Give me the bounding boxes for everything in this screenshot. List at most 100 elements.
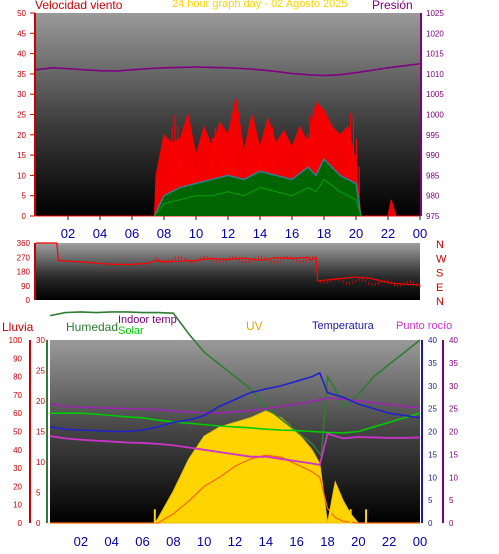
rain-tick-label: 20 — [13, 482, 22, 491]
dewpoint-tick-label: 0 — [449, 519, 454, 528]
rain-tick-label: 80 — [13, 373, 22, 382]
uv-area — [50, 410, 360, 524]
wind-left-tick-label: 40 — [17, 50, 26, 59]
wind-x-tick-label: 14 — [253, 226, 267, 241]
pressure-right-tick-label: 1015 — [426, 50, 444, 59]
temp-x-tick-label: 12 — [228, 534, 242, 549]
dewpoint-tick-label: 15 — [449, 450, 458, 459]
legend-uv: UV — [246, 319, 263, 333]
pressure-right-tick-label: 980 — [426, 192, 440, 201]
wind-low-line — [154, 178, 362, 217]
pressure-right-tick-label: 1005 — [426, 90, 444, 99]
rain-tick-label: 90 — [13, 354, 22, 363]
wind-x-tick-label: 12 — [221, 226, 235, 241]
wind-left-tick-label: 0 — [22, 212, 27, 221]
wind-left-tick-label: 35 — [17, 70, 26, 79]
rain-tick-label: 0 — [18, 519, 23, 528]
rain-tick-label: 10 — [13, 501, 22, 510]
pressure-right-tick-label: 990 — [426, 151, 440, 160]
wind-gust-line — [153, 157, 362, 217]
humidity-tick-label: 25 — [36, 367, 45, 376]
wind-x-tick-label: 02 — [61, 226, 75, 241]
temp-tick-label: 30 — [428, 382, 437, 391]
temp-x-tick-label: 16 — [289, 534, 303, 549]
direction-compass-label: S — [436, 268, 443, 280]
humidity-tick-label: 10 — [36, 458, 45, 467]
legend-humidity: Humedad — [66, 320, 119, 334]
legend-dewpoint: Punto rocío — [396, 320, 453, 332]
wind-left-tick-label: 45 — [17, 29, 26, 38]
wind-left-tick-label: 10 — [17, 171, 26, 180]
wind-x-tick-label: 00 — [413, 226, 427, 241]
temp-x-tick-label: 18 — [320, 534, 334, 549]
wind-x-tick-label: 20 — [349, 226, 363, 241]
pressure-right-tick-label: 985 — [426, 171, 440, 180]
direction-panel-bg — [36, 243, 420, 300]
wind-x-tick-label: 06 — [125, 226, 139, 241]
temp-x-tick-label: 06 — [135, 534, 149, 549]
wind-left-tick-label: 25 — [17, 111, 26, 120]
direction-tick-label: 90 — [21, 282, 30, 291]
rain-tick-label: 50 — [13, 428, 22, 437]
temp-x-tick-label: 00 — [413, 534, 427, 549]
humidity-tick-label: 5 — [36, 489, 41, 498]
direction-tick-label: 180 — [17, 268, 31, 277]
direction-compass-label: N — [436, 296, 444, 308]
legend-solar: Solar — [118, 325, 144, 337]
direction-tick-label: 270 — [17, 253, 31, 262]
temp-x-tick-label: 20 — [351, 534, 365, 549]
temp-tick-label: 40 — [428, 336, 437, 345]
wind-x-tick-label: 18 — [317, 226, 331, 241]
dewpoint-tick-label: 40 — [449, 336, 458, 345]
humidity-tick-label: 15 — [36, 428, 45, 437]
rain-tick-label: 100 — [9, 336, 23, 345]
temp-x-tick-label: 22 — [382, 534, 396, 549]
dewpoint-tick-label: 30 — [449, 382, 458, 391]
pressure-right-tick-label: 1000 — [426, 111, 444, 120]
pressure-right-tick-label: 1025 — [426, 9, 444, 18]
indoor-temp-line — [49, 397, 421, 415]
wind-x-tick-label: 22 — [381, 226, 395, 241]
rain-tick-label: 70 — [13, 391, 22, 400]
temp-x-tick-label: 08 — [166, 534, 180, 549]
temp-tick-label: 10 — [428, 473, 437, 482]
temp-x-tick-label: 10 — [197, 534, 211, 549]
header-left-title: Velocidad viento — [35, 0, 123, 12]
legend-rain: Lluvia — [2, 320, 34, 334]
temp-x-tick-label: 14 — [259, 534, 273, 549]
dewpoint-tick-label: 35 — [449, 359, 458, 368]
header-right-title: Presión — [372, 0, 413, 12]
dewpoint-tick-label: 10 — [449, 473, 458, 482]
wind-left-tick-label: 5 — [22, 192, 27, 201]
dewpoint-tick-label: 20 — [449, 428, 458, 437]
wind-left-tick-label: 15 — [17, 151, 26, 160]
wind-left-tick-label: 30 — [17, 90, 26, 99]
wind-x-tick-label: 08 — [157, 226, 171, 241]
temp-x-tick-label: 04 — [104, 534, 118, 549]
humidity-tick-label: 20 — [36, 397, 45, 406]
humidity-line — [49, 311, 421, 459]
humidity-tick-label: 30 — [36, 336, 45, 345]
header-center-title: 24 hour graph day - 02 Agosto 2025 — [172, 0, 348, 10]
wind-left-tick-label: 20 — [17, 131, 26, 140]
dewpoint-tick-label: 5 — [449, 496, 454, 505]
temp-tick-label: 0 — [428, 519, 433, 528]
temp-tick-label: 15 — [428, 450, 437, 459]
temp-x-tick-label: 02 — [74, 534, 88, 549]
direction-tick-label: 0 — [26, 296, 31, 305]
wind-x-tick-label: 16 — [285, 226, 299, 241]
temp-tick-label: 25 — [428, 405, 437, 414]
solar-line — [50, 412, 421, 434]
wind-avg-area — [154, 159, 361, 216]
temp-tick-label: 35 — [428, 359, 437, 368]
rain-tick-label: 40 — [13, 446, 22, 455]
wind-left-tick-label: 50 — [17, 9, 26, 18]
pressure-right-tick-label: 975 — [426, 212, 440, 221]
wind-x-tick-label: 10 — [189, 226, 203, 241]
pressure-right-tick-label: 995 — [426, 131, 440, 140]
direction-tick-label: 360 — [17, 239, 31, 248]
humidity-tick-label: 0 — [36, 519, 41, 528]
temp-tick-label: 20 — [428, 428, 437, 437]
temperature-line — [49, 371, 421, 433]
